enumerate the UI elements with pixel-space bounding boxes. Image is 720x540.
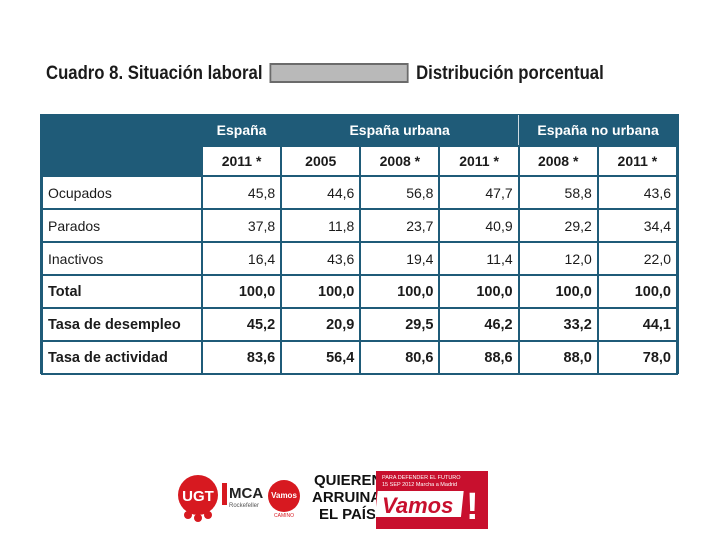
page-title: Cuadro 8. Situación laboral Distribución…	[46, 60, 604, 88]
mca-logo: MCA Rockefeller	[222, 483, 263, 509]
header-corner-years	[42, 146, 202, 176]
table-cell: 16,4	[200, 241, 283, 276]
table-cell: 11,4	[438, 241, 520, 276]
table-cell: 23,7	[359, 208, 441, 243]
table-row: Tasa de desempleo 45,2 20,9 29,5 46,2 33,2 44,…	[41, 307, 679, 342]
group-header-espana-urbana: España urbana	[349, 122, 450, 138]
table-cell: 56,8	[359, 175, 441, 210]
year-header: 2011 *	[200, 145, 283, 177]
table-cell: 45,2	[200, 307, 283, 342]
slogan-text: QUIEREN ARRUINAR EL PAÍS	[312, 472, 392, 523]
table-cell: 78,0	[596, 340, 679, 375]
table-cell: 46,2	[438, 307, 520, 342]
table-cell: 100,0	[517, 274, 599, 309]
table-cell: 100,0	[596, 274, 679, 309]
vamos-banner: PARA DEFENDER EL FUTURO 15 SEP 2012 Marc…	[374, 471, 488, 529]
svg-text:15 SEP 2012 Marcha a Madrid: 15 SEP 2012 Marcha a Madrid	[382, 482, 457, 488]
table-cell: 100,0	[359, 274, 441, 309]
year-header: 2008 *	[517, 145, 599, 177]
sponsor-logos: UGT MCA Rockefeller Vamos CAMINO QUIEREN…	[178, 471, 488, 529]
table-row: Parados 37,8 11,8 23,7 40,9 29,2 34,4	[41, 208, 679, 243]
table-header-groups: España España urbana España no urbana	[42, 115, 677, 146]
svg-text:Rockefeller: Rockefeller	[229, 503, 259, 509]
group-header-espana: España	[216, 122, 267, 138]
year-header: 2005	[280, 145, 362, 177]
group-header-espana-no-urbana: España no urbana	[518, 115, 677, 146]
table-cell: 43,6	[280, 241, 362, 276]
row-label: Inactivos	[41, 241, 203, 276]
table-cell: 100,0	[200, 274, 283, 309]
table-cell: 100,0	[280, 274, 362, 309]
row-label: Tasa de desempleo	[41, 307, 203, 342]
redacted-block	[269, 63, 409, 83]
title-right: Distribución porcentual	[416, 63, 604, 84]
table-cell: 80,6	[359, 340, 441, 375]
vamos-small-logo: Vamos CAMINO	[268, 480, 300, 519]
table-cell: 45,8	[200, 175, 283, 210]
table-row: Ocupados 45,8 44,6 56,8 47,7 58,8 43,6	[41, 175, 679, 210]
table-cell: 20,9	[280, 307, 362, 342]
svg-text:QUIEREN: QUIEREN	[314, 472, 382, 489]
row-label: Parados	[41, 208, 203, 243]
svg-text:ARRUINAR: ARRUINAR	[312, 489, 392, 506]
data-table: España España urbana España no urbana 20…	[40, 114, 679, 375]
svg-text:Vamos: Vamos	[382, 493, 453, 518]
table-cell: 11,8	[280, 208, 362, 243]
year-header: 2011 *	[438, 145, 520, 177]
table-cell: 40,9	[438, 208, 520, 243]
table-cell: 58,8	[517, 175, 599, 210]
table-cell: 44,6	[280, 175, 362, 210]
svg-text:PARA DEFENDER EL FUTURO: PARA DEFENDER EL FUTURO	[382, 475, 461, 481]
table-cell: 83,6	[200, 340, 283, 375]
table-cell: 44,1	[596, 307, 679, 342]
svg-text:UGT: UGT	[182, 488, 214, 505]
table-row: Total 100,0 100,0 100,0 100,0 100,0 100,0	[41, 274, 679, 309]
year-header: 2011 *	[596, 145, 679, 177]
table-cell: 56,4	[280, 340, 362, 375]
row-label: Tasa de actividad	[41, 340, 203, 375]
svg-text:!: !	[466, 486, 479, 528]
table-cell: 88,0	[517, 340, 599, 375]
table-cell: 43,6	[596, 175, 679, 210]
table-cell: 100,0	[438, 274, 520, 309]
header-corner	[42, 115, 202, 146]
table-cell: 22,0	[596, 241, 679, 276]
table-cell: 19,4	[359, 241, 441, 276]
table-cell: 29,5	[359, 307, 441, 342]
table-cell: 47,7	[438, 175, 520, 210]
table-cell: 12,0	[517, 241, 599, 276]
row-label: Total	[41, 274, 203, 309]
table-cell: 37,8	[200, 208, 283, 243]
row-label: Ocupados	[41, 175, 203, 210]
ugt-logo: UGT	[178, 475, 218, 522]
table-row: Inactivos 16,4 43,6 19,4 11,4 12,0 22,0	[41, 241, 679, 276]
table-cell: 33,2	[517, 307, 599, 342]
table-cell: 34,4	[596, 208, 679, 243]
svg-text:CAMINO: CAMINO	[274, 513, 294, 519]
year-header: 2008 *	[359, 145, 441, 177]
svg-text:EL PAÍS: EL PAÍS	[319, 506, 376, 523]
svg-text:MCA: MCA	[229, 485, 263, 502]
title-left: Cuadro 8. Situación laboral	[46, 63, 263, 84]
table-cell: 29,2	[517, 208, 599, 243]
svg-text:Vamos: Vamos	[271, 491, 297, 500]
table-header-years: 2011 * 2005 2008 * 2011 * 2008 * 2011 *	[42, 145, 679, 177]
table-cell: 88,6	[438, 340, 520, 375]
table-row: Tasa de actividad 83,6 56,4 80,6 88,6 88,0 78,…	[41, 340, 679, 375]
